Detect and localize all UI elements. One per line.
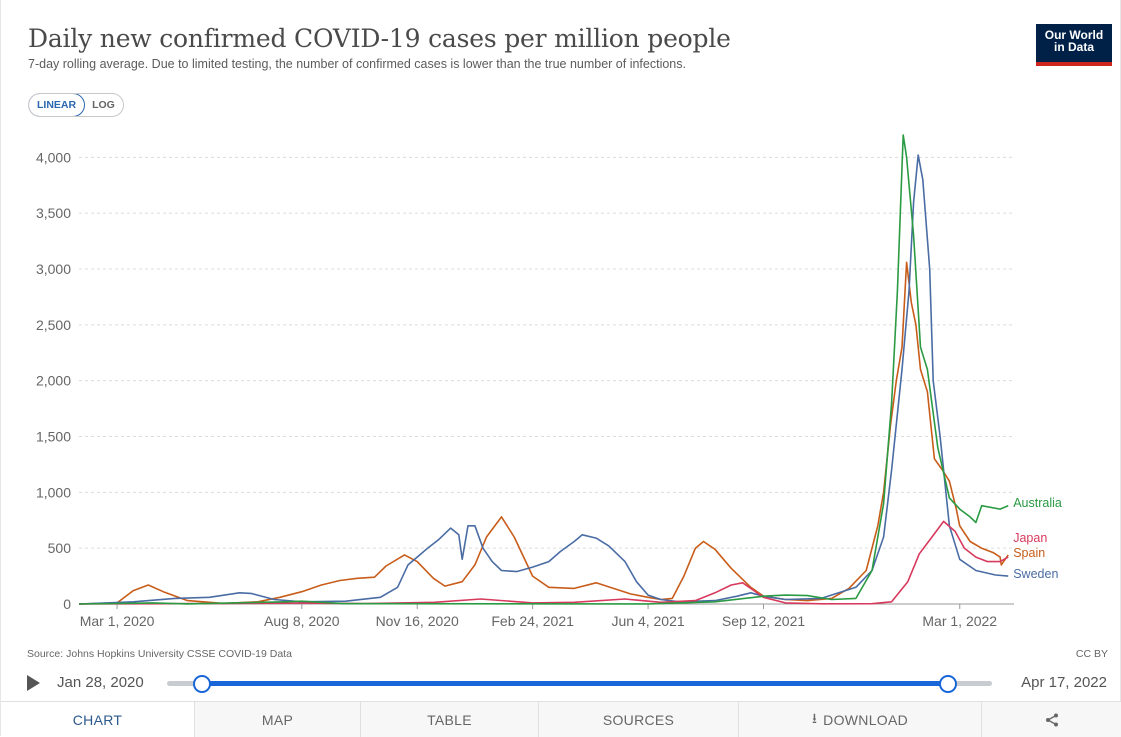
line-chart: 0 500 1,000 1,500 2,000 2,500 3,000 3,500 4,000 M… (36, 134, 1062, 629)
timeline-slider: Jan 28, 2020 Apr 17, 2022 (27, 673, 1117, 697)
timeline-start-label: Jan 28, 2020 (57, 674, 144, 691)
tab-bar: CHART MAP TABLE SOURCES ⭳ DOWNLOAD (1, 701, 1121, 737)
x-tick-label: Sep 12, 2021 (722, 613, 806, 629)
tab-table[interactable]: TABLE (360, 702, 538, 737)
license-link[interactable]: CC BY (1075, 648, 1108, 660)
x-tick-label: Jun 4, 2021 (611, 613, 684, 629)
y-tick-label: 1,500 (36, 429, 71, 445)
tab-share[interactable] (981, 702, 1121, 737)
tab-sources[interactable]: SOURCES (538, 702, 738, 737)
x-tick-label: Mar 1, 2022 (922, 613, 997, 629)
legend-label-sweden: Sweden (1013, 567, 1058, 581)
tab-map[interactable]: MAP (194, 702, 360, 737)
y-tick-label: 2,000 (36, 373, 71, 389)
owid-logo[interactable]: Our World in Data (1036, 24, 1112, 66)
series-line-australia (78, 134, 1009, 605)
tab-download-label: DOWNLOAD (823, 711, 909, 728)
tab-download[interactable]: ⭳ DOWNLOAD (738, 702, 981, 737)
series-line-japan (78, 520, 1009, 605)
timeline-selected-range (201, 681, 947, 686)
y-tick-label: 3,500 (36, 205, 71, 221)
scale-toggle: LINEAR LOG (28, 93, 124, 117)
series-line-sweden (78, 154, 1009, 605)
legend-label-japan: Japan (1013, 531, 1047, 545)
source-note[interactable]: Source: Johns Hopkins University CSSE CO… (27, 648, 292, 660)
logo-line-1: Our World (1044, 28, 1104, 42)
timeline-end-label: Apr 17, 2022 (1021, 674, 1107, 691)
linear-scale-button[interactable]: LINEAR (28, 94, 86, 116)
download-icon: ⭳ (811, 709, 818, 726)
y-tick-label: 2,500 (36, 317, 71, 333)
y-tick-label: 0 (63, 596, 71, 612)
x-tick-label: Mar 1, 2020 (80, 613, 155, 629)
x-tick-label: Feb 24, 2021 (491, 613, 574, 629)
y-tick-label: 1,000 (36, 484, 71, 500)
log-scale-button[interactable]: LOG (92, 99, 115, 111)
y-tick-label: 500 (48, 540, 72, 556)
logo-line-2: in Data (1053, 40, 1094, 54)
tab-chart[interactable]: CHART (1, 702, 194, 737)
x-tick-label: Nov 16, 2020 (376, 613, 459, 629)
y-tick-label: 4,000 (36, 149, 71, 165)
chart-title: Daily new confirmed COVID-19 cases per m… (28, 24, 731, 53)
chart-subtitle: 7-day rolling average. Due to limited te… (28, 57, 686, 71)
play-icon[interactable] (27, 675, 40, 691)
y-tick-label: 3,000 (36, 261, 71, 277)
timeline-start-handle[interactable] (193, 675, 211, 693)
legend-label-spain: Spain (1013, 546, 1045, 560)
series-line-spain (78, 261, 1009, 605)
legend-label-australia: Australia (1013, 496, 1062, 510)
x-tick-label: Aug 8, 2020 (264, 613, 340, 629)
timeline-end-handle[interactable] (939, 675, 957, 693)
logo-accent-bar (1036, 62, 1112, 66)
timeline-track[interactable] (167, 675, 992, 693)
share-icon (1046, 713, 1058, 726)
